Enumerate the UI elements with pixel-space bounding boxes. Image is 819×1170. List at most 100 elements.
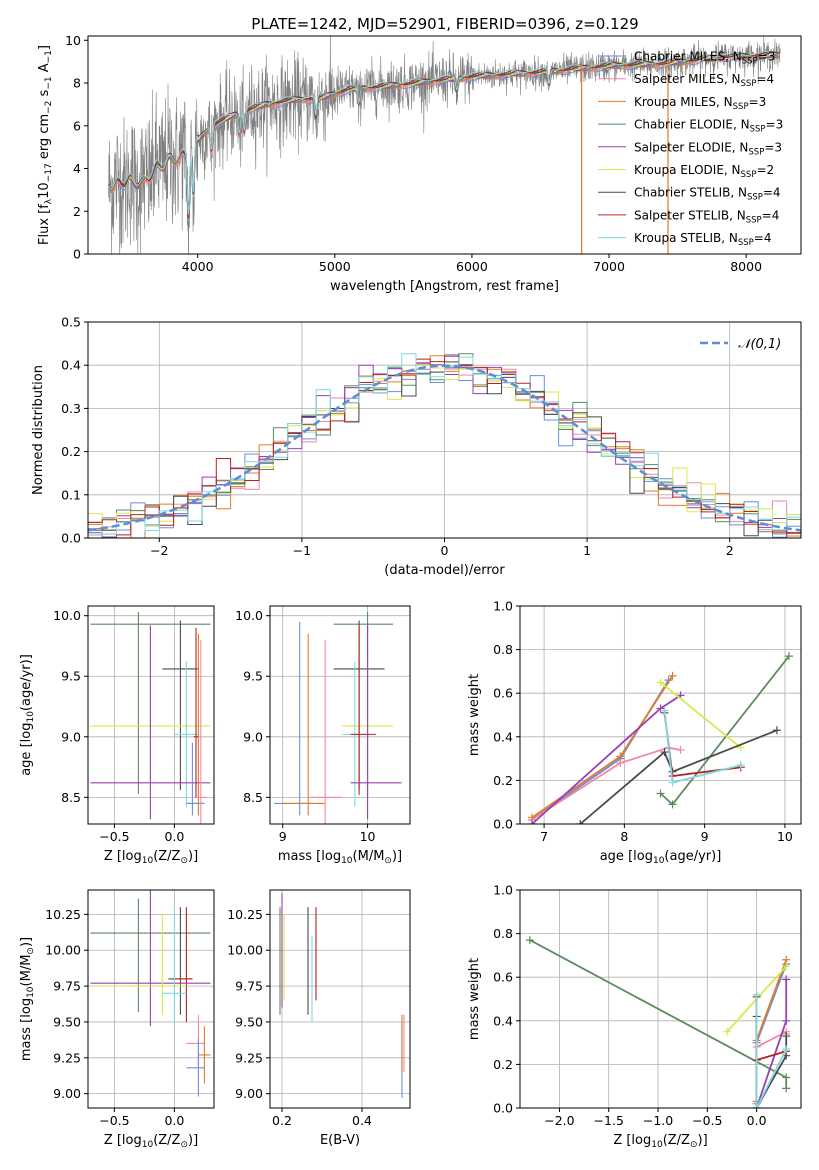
x-tick-label: 0.0 (164, 829, 184, 844)
y-tick-label: 8.5 (61, 790, 81, 805)
legend-ssp-sub: SSP (741, 170, 757, 180)
x-axis-label-part: ⊙ (180, 856, 188, 866)
axes-frame (87, 889, 215, 1109)
x-axis-label-part: (Z/Z (663, 1133, 690, 1148)
legend-entry-1: Salpeter MILES, NSSP=4 (634, 72, 774, 89)
errorbar-2 (174, 907, 193, 1022)
errorbar-3 (90, 890, 211, 1027)
legend-model-name: Kroupa STELIB, N (634, 231, 738, 245)
weight-marker (772, 726, 781, 735)
y-tick-label: 9.0 (243, 729, 263, 744)
legend-ssp-count: =2 (756, 163, 774, 177)
x-axis-label-part: mass [log (278, 849, 341, 864)
plot-area (274, 612, 402, 824)
legend-ssp-count: =3 (758, 50, 776, 64)
errorbar-4 (90, 914, 187, 1015)
legend-model-name: Chabrier ELODIE, N (634, 118, 750, 132)
x-axis-label-part: Z [log (104, 1133, 142, 1148)
y-axis-label-part: ⊙ (26, 947, 36, 955)
legend-model-name: Salpeter STELIB, N (634, 208, 746, 222)
legend-ssp-count: =4 (754, 231, 772, 245)
y-tick-label: 10.25 (45, 907, 81, 922)
y-axis-label-part: −1 (44, 76, 54, 89)
x-tick-label: 9 (279, 829, 287, 844)
panel-mass-vs-EBV: 0.2 0.4 9.00 9.25 9.50 9.75 10.00 10.25 E(B-V) (227, 889, 411, 1148)
x-tick-label: 7 (540, 829, 548, 844)
axes-frame (87, 605, 215, 825)
plot-area (90, 890, 211, 1097)
y-tick-label: 0.4 (493, 1013, 513, 1028)
legend-model-name: Kroupa MILES, N (634, 95, 733, 109)
x-axis-label-part: 10 (142, 1140, 154, 1150)
figure-title: PLATE=1242, MJD=52901, FIBERID=0396, z=0… (251, 15, 638, 33)
normal-curve (88, 364, 801, 532)
weight-marker (782, 1016, 791, 1025)
weight-marker (782, 1073, 791, 1082)
y-axis-label-part: λ (44, 198, 54, 204)
errorbar-0 (90, 612, 211, 794)
x-axis-label-part: )] (188, 1133, 198, 1148)
x-axis-label-part: age [log (600, 849, 653, 864)
y-axis-label-part: −1 (44, 50, 54, 63)
errorbar-5 (350, 625, 402, 820)
y-tick-label: 0.2 (493, 1057, 513, 1072)
weight-marker (782, 1032, 791, 1041)
y-tick-label: 0.6 (493, 686, 513, 701)
y-axis-label-part: −17 (44, 163, 54, 182)
y-tick-label: 8 (73, 76, 81, 91)
legend-ssp-sub: SSP (748, 147, 764, 157)
weight-marker (784, 652, 793, 661)
y-tick-label: 6 (73, 118, 81, 133)
y-axis-label-part: (M/M (19, 955, 34, 987)
errorbar-7 (282, 633, 326, 816)
y-tick-label: 0.2 (61, 444, 81, 459)
panel-weight-vs-Z: −2.0 −1.5 −1.0 −0.5 0.0 0.0 0.2 0.4 0.6 0.8 1.0 Z [… (467, 883, 802, 1150)
x-tick-label: 2 (726, 543, 734, 558)
errorbar-8 (186, 1039, 205, 1097)
weight-marker (723, 1027, 732, 1036)
x-tick-label: 0.4 (352, 1113, 372, 1128)
weight-marker (660, 706, 669, 715)
x-tick-label: −2.0 (544, 1113, 574, 1128)
errorbar-7 (194, 639, 207, 824)
legend-model-name: Chabrier MILES, N (634, 50, 742, 64)
legend-entry-2: Kroupa MILES, NSSP=3 (634, 95, 766, 112)
weight-line-6 (579, 729, 778, 824)
panel-residuals: −2 −1 0 1 2 0.0 0.1 0.2 0.3 0.4 0.5 (data-model)/er… (31, 315, 802, 578)
weight-marker (616, 752, 625, 761)
x-tick-label: 10 (777, 829, 793, 844)
y-tick-label: 0.4 (61, 358, 81, 373)
x-tick-label: 0.0 (164, 1113, 184, 1128)
y-tick-label: 9.50 (235, 1014, 263, 1029)
y-axis-label-part: (age/yr)] (19, 654, 34, 711)
plot-area (525, 936, 791, 1108)
y-tick-label: 9.25 (53, 1050, 81, 1065)
y-tick-label: 0.0 (61, 531, 81, 546)
y-tick-label: 0.0 (493, 1101, 513, 1116)
weight-line-8 (755, 994, 788, 1108)
plot-area (108, 36, 781, 254)
legend-ssp-sub: SSP (738, 238, 754, 248)
axes-frame (269, 605, 411, 825)
x-axis-label-part: 10 (142, 856, 154, 866)
weight-marker (528, 820, 537, 824)
x-tick-label: 0.2 (272, 1113, 292, 1128)
x-axis-label: wavelength [Angstrom, rest frame] (330, 279, 559, 294)
x-tick-label: 5000 (319, 259, 351, 274)
model-spectrum-7 (108, 51, 781, 217)
residuals-legend: 𝒩(0,1) (700, 337, 781, 352)
legend-entry-normal: 𝒩(0,1) (738, 337, 781, 352)
legend-ssp-count: =3 (749, 95, 767, 109)
legend-ssp-count: =3 (766, 118, 784, 132)
weight-line-1 (531, 746, 681, 821)
weight-marker (736, 761, 745, 770)
weight-marker (782, 1045, 791, 1054)
errorbar-8 (193, 627, 199, 798)
y-tick-label: 0.8 (493, 926, 513, 941)
legend-ssp-count: =4 (762, 208, 780, 222)
y-tick-label: 8.5 (243, 790, 263, 805)
x-tick-label: −0.5 (99, 1113, 129, 1128)
x-axis-label-part: ⊙ (180, 1140, 188, 1150)
